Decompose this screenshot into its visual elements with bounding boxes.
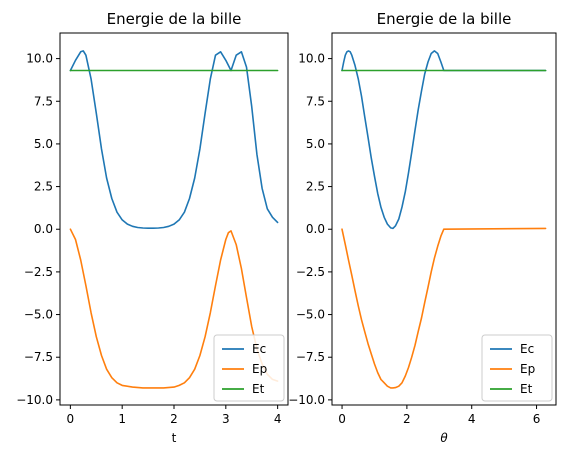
x-tick-label: 3: [222, 412, 230, 426]
axes-frame: [331, 32, 557, 406]
chart-title: Energie de la bille: [107, 10, 242, 28]
x-tick-label: 0: [338, 412, 346, 426]
legend: Ec Ep Et: [213, 334, 285, 402]
y-tick-label: 0.0: [34, 222, 53, 236]
legend-label-ec: Ec: [252, 342, 266, 356]
legend-box: [481, 334, 553, 402]
x-tick-label: 4: [468, 412, 476, 426]
x-tick-label: 0: [67, 412, 75, 426]
legend-box: [213, 334, 285, 402]
chart-2: Energie de la bille −10.0 −7.5 −5.0 −2.5 0.0 2…: [288, 10, 557, 445]
y-tick-label: 10.0: [298, 52, 325, 66]
x-tick-label: 1: [118, 412, 126, 426]
legend-label-ep: Ep: [252, 362, 267, 376]
x-axis-label: t: [172, 431, 177, 445]
y-tick-label: 0.0: [306, 222, 325, 236]
series-line-ep: [69, 228, 279, 389]
y-tick-label: 10.0: [26, 52, 53, 66]
y-tick-label: −7.5: [24, 350, 53, 364]
y-tick-label: 7.5: [34, 94, 53, 108]
y-tick-label: −5.0: [24, 308, 53, 322]
series-line-ec: [69, 50, 279, 229]
x-tick-label: 2: [403, 412, 411, 426]
legend-label-ep: Ep: [520, 362, 535, 376]
x-tick-label: 2: [170, 412, 178, 426]
legend-label-et: Et: [252, 382, 265, 396]
series-group: [69, 50, 279, 389]
y-tick-label: −10.0: [288, 393, 325, 407]
y-tick-label: 5.0: [34, 137, 53, 151]
legend-label-ec: Ec: [520, 342, 534, 356]
legend-label-et: Et: [520, 382, 533, 396]
series-line-ec: [341, 50, 547, 230]
series-line-ep: [341, 227, 547, 389]
y-tick-label: −7.5: [296, 350, 325, 364]
legend: Ec Ep Et: [481, 334, 553, 402]
series-group: [341, 50, 547, 389]
x-axis-label: θ: [440, 431, 448, 445]
x-tick-label: 6: [533, 412, 541, 426]
y-tick-label: 2.5: [306, 180, 325, 194]
y-tick-label: 5.0: [306, 137, 325, 151]
y-tick-label: 2.5: [34, 180, 53, 194]
y-tick-label: 7.5: [306, 94, 325, 108]
y-tick-label: −2.5: [24, 265, 53, 279]
chart-1: Energie de la bille −10.0 −7.5 −5.0 −2.5 0.0 2…: [16, 10, 289, 445]
y-tick-label: −2.5: [296, 265, 325, 279]
y-tick-label: −10.0: [16, 393, 53, 407]
chart-title: Energie de la bille: [377, 10, 512, 28]
y-tick-label: −5.0: [296, 308, 325, 322]
x-tick-label: 4: [274, 412, 282, 426]
